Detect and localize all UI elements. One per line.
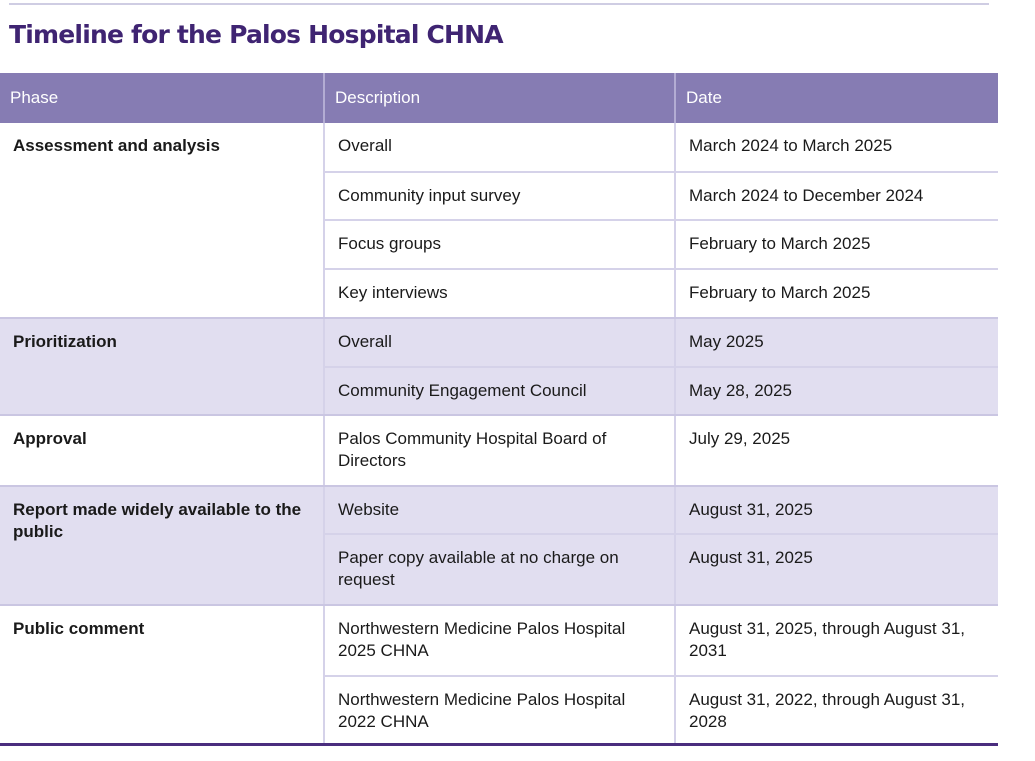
description-cell: Overall bbox=[323, 123, 675, 173]
phase-cell: Report made widely available to the publ… bbox=[0, 486, 324, 606]
column-header-phase: Phase bbox=[0, 73, 325, 123]
date-cell: May 2025 bbox=[674, 318, 998, 368]
description-cell: Key interviews bbox=[323, 269, 675, 319]
table-header-row: Phase Description Date bbox=[0, 73, 998, 123]
phase-cell: Assessment and analysis bbox=[0, 123, 324, 319]
description-cell: Community input survey bbox=[323, 172, 675, 221]
date-cell: May 28, 2025 bbox=[674, 367, 998, 416]
date-cell: March 2024 to December 2024 bbox=[674, 172, 998, 221]
bottom-divider bbox=[0, 743, 998, 746]
date-cell: August 31, 2025 bbox=[674, 534, 998, 606]
date-cell: August 31, 2025 bbox=[674, 486, 998, 535]
description-cell: Palos Community Hospital Board of Direct… bbox=[323, 415, 675, 487]
column-header-date: Date bbox=[675, 73, 998, 123]
date-cell: August 31, 2025, through August 31, 2031 bbox=[674, 605, 998, 677]
description-cell: Northwestern Medicine Palos Hospital 202… bbox=[323, 605, 675, 677]
description-cell: Paper copy available at no charge on req… bbox=[323, 534, 675, 606]
timeline-table: Phase Description Date Assessment and an… bbox=[0, 73, 998, 746]
table-row: Report made widely available to the publ… bbox=[0, 486, 998, 606]
date-cell: August 31, 2022, through August 31, 2028 bbox=[674, 676, 998, 746]
description-cell: Community Engagement Council bbox=[323, 367, 675, 416]
table-row: Approval Palos Community Hospital Board … bbox=[0, 415, 998, 487]
description-cell: Focus groups bbox=[323, 220, 675, 270]
phase-cell: Public comment bbox=[13, 619, 145, 638]
table-row: Assessment and analysis Overall March 20… bbox=[0, 123, 998, 319]
phase-cell: Approval bbox=[0, 415, 324, 487]
table-row: Community Engagement Council May 28, 202… bbox=[0, 367, 998, 416]
table-row: Focus groups February to March 2025 bbox=[0, 220, 998, 270]
table-row: Northwestern Medicine Palos Hospital 202… bbox=[0, 676, 998, 746]
description-cell: Website bbox=[323, 486, 675, 535]
date-cell: July 29, 2025 bbox=[674, 415, 998, 487]
date-cell: February to March 2025 bbox=[674, 220, 998, 270]
column-header-description: Description bbox=[324, 73, 676, 123]
description-cell: Overall bbox=[323, 318, 675, 368]
date-cell: February to March 2025 bbox=[674, 269, 998, 319]
top-divider bbox=[9, 3, 989, 5]
date-cell: March 2024 to March 2025 bbox=[674, 123, 998, 173]
table-row: Prioritization Overall May 2025 bbox=[0, 318, 998, 416]
description-cell: Northwestern Medicine Palos Hospital 202… bbox=[323, 676, 675, 746]
table-row: Paper copy available at no charge on req… bbox=[0, 534, 998, 606]
page-title: Timeline for the Palos Hospital CHNA bbox=[9, 20, 504, 49]
table-row: Community input survey March 2024 to Dec… bbox=[0, 172, 998, 221]
table-row: Key interviews February to March 2025 bbox=[0, 269, 998, 319]
phase-cell: Prioritization bbox=[0, 318, 324, 416]
table-row: Public comment Northwestern Medicine Pal… bbox=[0, 605, 998, 677]
